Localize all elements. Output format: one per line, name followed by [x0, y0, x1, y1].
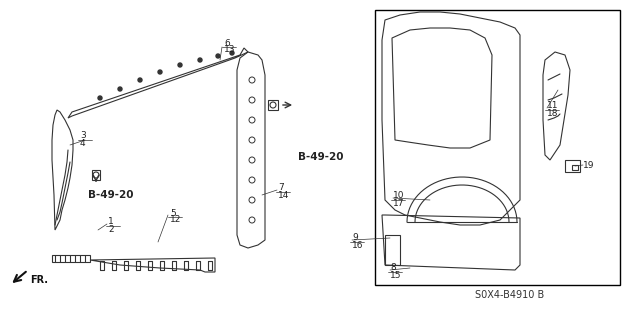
Text: FR.: FR. [30, 275, 48, 285]
Text: B-49-20: B-49-20 [298, 152, 344, 162]
Circle shape [98, 96, 102, 100]
Text: 14: 14 [278, 190, 289, 199]
Text: 9: 9 [352, 234, 358, 242]
Text: 12: 12 [170, 216, 181, 225]
Circle shape [138, 78, 142, 82]
Polygon shape [572, 165, 578, 170]
Text: 1: 1 [108, 218, 114, 226]
Text: 15: 15 [390, 271, 401, 279]
Text: 18: 18 [547, 108, 559, 117]
Circle shape [118, 87, 122, 91]
Text: 7: 7 [278, 183, 284, 192]
Polygon shape [268, 100, 278, 110]
Text: 8: 8 [390, 263, 396, 272]
Text: S0X4-B4910 B: S0X4-B4910 B [476, 290, 545, 300]
Text: B-49-20: B-49-20 [88, 190, 134, 200]
Circle shape [198, 58, 202, 62]
Polygon shape [92, 170, 100, 180]
Text: 19: 19 [583, 160, 595, 169]
Circle shape [178, 63, 182, 67]
Text: 13: 13 [224, 46, 236, 55]
Text: 11: 11 [547, 101, 559, 110]
Text: 10: 10 [393, 191, 404, 201]
Text: 4: 4 [80, 138, 86, 147]
Text: 16: 16 [352, 241, 364, 249]
Text: 3: 3 [80, 131, 86, 140]
Text: 17: 17 [393, 198, 404, 207]
Text: 5: 5 [170, 209, 176, 218]
Circle shape [230, 51, 234, 55]
Circle shape [216, 54, 220, 58]
Text: 2: 2 [108, 225, 114, 234]
Circle shape [158, 70, 162, 74]
Bar [375, 10, 620, 285]
Text: 6: 6 [224, 39, 230, 48]
